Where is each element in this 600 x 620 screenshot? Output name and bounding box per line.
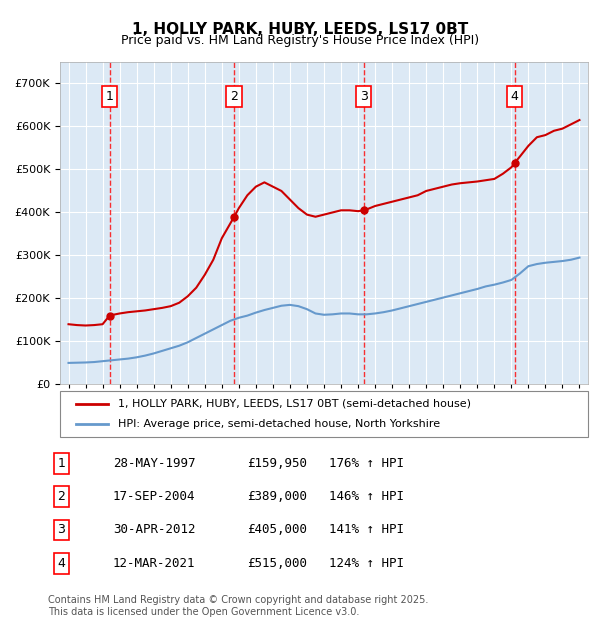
Text: 141% ↑ HPI: 141% ↑ HPI <box>329 523 404 536</box>
Text: HPI: Average price, semi-detached house, North Yorkshire: HPI: Average price, semi-detached house,… <box>118 419 440 429</box>
Text: 1: 1 <box>58 457 65 470</box>
Text: £515,000: £515,000 <box>247 557 307 570</box>
Text: Price paid vs. HM Land Registry's House Price Index (HPI): Price paid vs. HM Land Registry's House … <box>121 34 479 47</box>
Text: Contains HM Land Registry data © Crown copyright and database right 2025.
This d: Contains HM Land Registry data © Crown c… <box>48 595 428 617</box>
Text: 2: 2 <box>230 90 238 103</box>
Text: 1, HOLLY PARK, HUBY, LEEDS, LS17 0BT: 1, HOLLY PARK, HUBY, LEEDS, LS17 0BT <box>132 22 468 37</box>
Text: £159,950: £159,950 <box>247 457 307 470</box>
Text: £389,000: £389,000 <box>247 490 307 503</box>
Text: 146% ↑ HPI: 146% ↑ HPI <box>329 490 404 503</box>
Text: 17-SEP-2004: 17-SEP-2004 <box>113 490 196 503</box>
Text: 1: 1 <box>106 90 113 103</box>
Text: £405,000: £405,000 <box>247 523 307 536</box>
Text: 176% ↑ HPI: 176% ↑ HPI <box>329 457 404 470</box>
Text: 28-MAY-1997: 28-MAY-1997 <box>113 457 196 470</box>
Text: 4: 4 <box>58 557 65 570</box>
Text: 12-MAR-2021: 12-MAR-2021 <box>113 557 196 570</box>
Text: 3: 3 <box>58 523 65 536</box>
Text: 4: 4 <box>511 90 518 103</box>
FancyBboxPatch shape <box>60 391 588 437</box>
Text: 2: 2 <box>58 490 65 503</box>
Text: 1, HOLLY PARK, HUBY, LEEDS, LS17 0BT (semi-detached house): 1, HOLLY PARK, HUBY, LEEDS, LS17 0BT (se… <box>118 399 471 409</box>
Text: 124% ↑ HPI: 124% ↑ HPI <box>329 557 404 570</box>
Text: 30-APR-2012: 30-APR-2012 <box>113 523 196 536</box>
Text: 3: 3 <box>360 90 368 103</box>
